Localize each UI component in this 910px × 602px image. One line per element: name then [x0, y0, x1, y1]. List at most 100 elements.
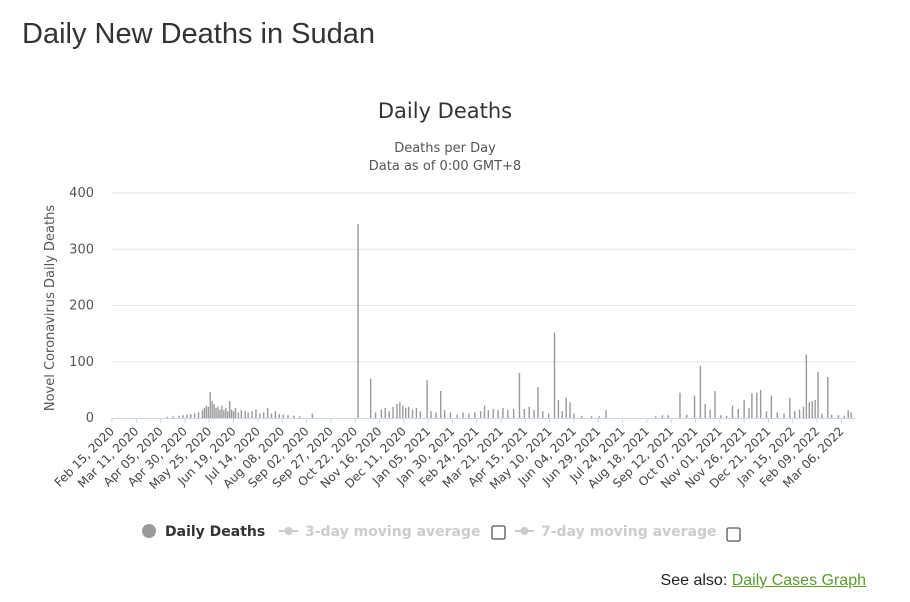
bar — [244, 411, 246, 418]
bar — [725, 415, 728, 418]
bar — [190, 414, 192, 418]
bar — [679, 392, 681, 418]
bar — [462, 412, 464, 419]
bar — [743, 400, 745, 418]
bar — [720, 415, 722, 418]
bar — [186, 414, 188, 419]
bar — [240, 410, 243, 419]
bar — [528, 406, 530, 418]
y-tick-label: 100 — [69, 355, 94, 370]
bar — [197, 412, 200, 419]
bar — [533, 410, 535, 419]
bar — [537, 387, 539, 418]
bar — [405, 407, 407, 419]
bar — [211, 401, 213, 419]
bar — [751, 393, 753, 418]
bar — [699, 365, 702, 418]
legend-label-7-day[interactable]: 7-day moving average — [541, 524, 717, 540]
bar — [794, 411, 796, 418]
bar — [178, 415, 180, 418]
checkbox-7-day[interactable] — [726, 527, 741, 542]
bar — [731, 405, 734, 419]
bar — [693, 395, 696, 418]
y-tick-label: 400 — [69, 186, 94, 201]
bar — [776, 412, 778, 419]
bar — [415, 407, 418, 419]
legend-marker-3-day-dot[interactable] — [284, 527, 293, 535]
bar — [808, 402, 810, 418]
bar — [557, 400, 560, 418]
bar — [402, 405, 404, 419]
bar — [299, 416, 301, 418]
bar — [388, 411, 390, 418]
bar — [440, 391, 442, 418]
bar — [765, 411, 768, 418]
bar — [714, 391, 716, 418]
bar — [561, 411, 563, 418]
chart-title: Daily Deaths — [378, 99, 512, 123]
bar — [217, 406, 219, 418]
bar — [293, 415, 295, 418]
bar — [419, 411, 421, 418]
bar — [704, 403, 706, 418]
checkbox-3-day[interactable] — [491, 525, 506, 540]
chart-container: Daily Deaths Deaths per Day Data as of 0… — [0, 80, 910, 560]
y-tick-labels: 0 100 200 300 400 — [69, 186, 94, 426]
bar — [203, 407, 206, 419]
bar — [225, 407, 227, 419]
bar — [814, 400, 816, 418]
bar — [369, 378, 372, 419]
legend-label-daily-deaths[interactable]: Daily Deaths — [165, 524, 265, 540]
bar — [759, 389, 762, 419]
bar — [205, 405, 208, 419]
bar — [573, 413, 575, 418]
legend[interactable]: Daily Deaths 3-day moving average 7-day mo… — [142, 524, 741, 542]
page-title: Daily New Deaths in Sudan — [22, 18, 376, 50]
bar — [756, 392, 758, 418]
bar — [209, 392, 211, 419]
legend-marker-7-day-dot[interactable] — [520, 527, 529, 535]
bar — [770, 395, 773, 418]
bar — [523, 409, 526, 418]
bar — [201, 410, 204, 419]
bar — [228, 401, 231, 419]
bar — [193, 413, 196, 418]
bar — [230, 409, 233, 418]
y-axis-label: Novel Coronavirus Daily Deaths — [43, 205, 58, 411]
bar — [251, 411, 253, 418]
chart-subtitle-1: Deaths per Day — [394, 141, 496, 156]
bar — [847, 410, 849, 419]
bar — [182, 415, 184, 418]
bars — [166, 223, 852, 419]
daily-cases-graph-link[interactable]: Daily Cases Graph — [731, 572, 866, 589]
legend-marker-daily-deaths[interactable] — [142, 524, 156, 538]
bar — [553, 332, 556, 418]
bar — [789, 397, 791, 418]
bar — [843, 415, 845, 418]
bar — [456, 414, 458, 419]
legend-label-3-day[interactable]: 3-day moving average — [305, 524, 481, 540]
bar — [817, 371, 819, 419]
bar — [569, 402, 571, 418]
daily-deaths-chart: Daily Deaths Deaths per Day Data as of 0… — [43, 99, 855, 542]
bar — [512, 409, 515, 418]
bar — [396, 403, 398, 418]
bar — [392, 406, 394, 418]
bar — [247, 412, 249, 419]
bar — [492, 409, 494, 418]
bar — [542, 411, 544, 418]
bar — [497, 410, 499, 419]
bar — [598, 416, 600, 418]
bar — [737, 409, 739, 418]
bar — [474, 412, 476, 419]
bar — [821, 413, 823, 418]
bar — [237, 412, 240, 419]
bar — [266, 407, 269, 419]
bar — [449, 412, 452, 419]
bar — [502, 407, 504, 419]
bar — [605, 410, 607, 419]
bar — [805, 354, 808, 418]
bar — [274, 411, 277, 418]
bar — [661, 415, 664, 418]
bar — [384, 407, 386, 419]
